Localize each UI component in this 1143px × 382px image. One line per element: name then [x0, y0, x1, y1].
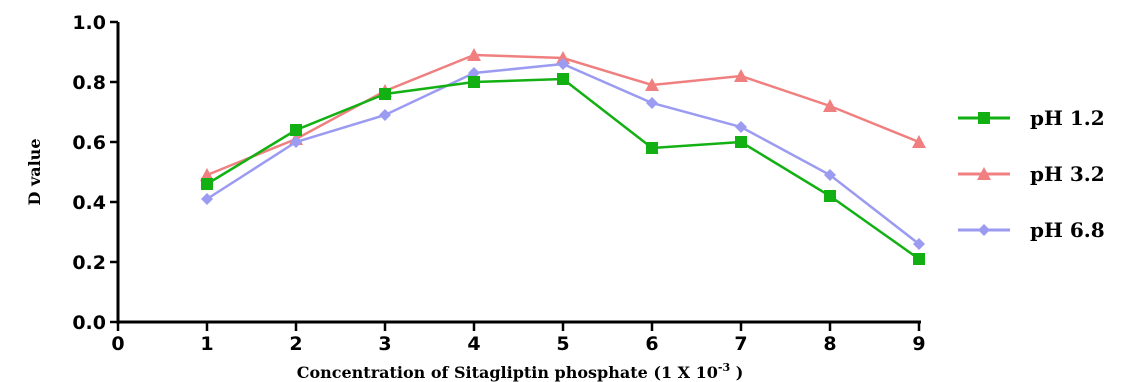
data-point [735, 121, 747, 133]
x-axis-title: Concentration of Sitagliptin phosphate (… [297, 361, 744, 382]
y-tick-label: 0.0 [72, 312, 106, 334]
data-point [201, 178, 213, 190]
y-tick-label: 0.2 [72, 252, 106, 274]
series-ph-6-8 [201, 58, 925, 250]
legend: pH 1.2 pH 3.2 pH 6.8 [958, 106, 1105, 242]
data-point [556, 51, 570, 64]
data-point [824, 169, 836, 181]
y-tick-label: 0.4 [72, 192, 106, 214]
data-point [646, 97, 658, 109]
y-tick-label: 0.8 [72, 72, 106, 94]
legend-label: pH 6.8 [1030, 218, 1105, 242]
data-point [913, 238, 925, 250]
x-axis-title-main: Concentration of Sitagliptin phosphate (… [297, 363, 718, 382]
data-point [735, 136, 747, 148]
data-point [824, 190, 836, 202]
x-tick-label: 7 [734, 333, 747, 355]
data-point [290, 124, 302, 136]
data-point [467, 48, 481, 61]
axes: 0.0 0.2 0.4 0.6 0.8 1.0 0 1 2 3 4 5 6 7 8 9 [72, 12, 925, 355]
x-tick-label: 4 [467, 333, 480, 355]
data-point [379, 109, 391, 121]
legend-marker [978, 112, 990, 124]
x-tick-label: 8 [823, 333, 836, 355]
legend-marker [977, 167, 991, 180]
data-point [290, 136, 302, 148]
x-tick-label: 6 [645, 333, 658, 355]
data-point [557, 58, 569, 70]
data-point [379, 88, 391, 100]
y-tick-label: 0.6 [72, 132, 106, 154]
data-point [912, 135, 926, 148]
data-point [200, 168, 214, 181]
y-tick-label: 1.0 [72, 12, 106, 34]
legend-item: pH 3.2 [958, 162, 1105, 186]
data-point [913, 253, 925, 265]
legend-marker [978, 224, 990, 236]
x-tick-label: 9 [912, 333, 925, 355]
legend-item: pH 1.2 [958, 106, 1105, 130]
series-ph-1-2 [201, 73, 925, 265]
series-line [206, 77, 920, 261]
x-tick-label: 3 [378, 333, 391, 355]
data-point [557, 73, 569, 85]
data-point [646, 142, 658, 154]
x-tick-label: 2 [289, 333, 302, 355]
x-tick-label: 0 [111, 333, 124, 355]
series-line [206, 62, 920, 245]
data-point [645, 78, 659, 91]
x-axis-title-superscript: -3 [718, 361, 730, 374]
legend-label: pH 3.2 [1030, 162, 1105, 186]
x-axis-title-suffix: ) [730, 363, 743, 382]
y-axis-title: D value [25, 139, 44, 206]
data-point [201, 193, 213, 205]
x-tick-label: 1 [200, 333, 213, 355]
data-point [468, 76, 480, 88]
data-point [734, 69, 748, 82]
legend-label: pH 1.2 [1030, 106, 1105, 130]
legend-item: pH 6.8 [958, 218, 1105, 242]
x-tick-label: 5 [556, 333, 569, 355]
series-layer [200, 48, 926, 265]
data-point [823, 99, 837, 112]
